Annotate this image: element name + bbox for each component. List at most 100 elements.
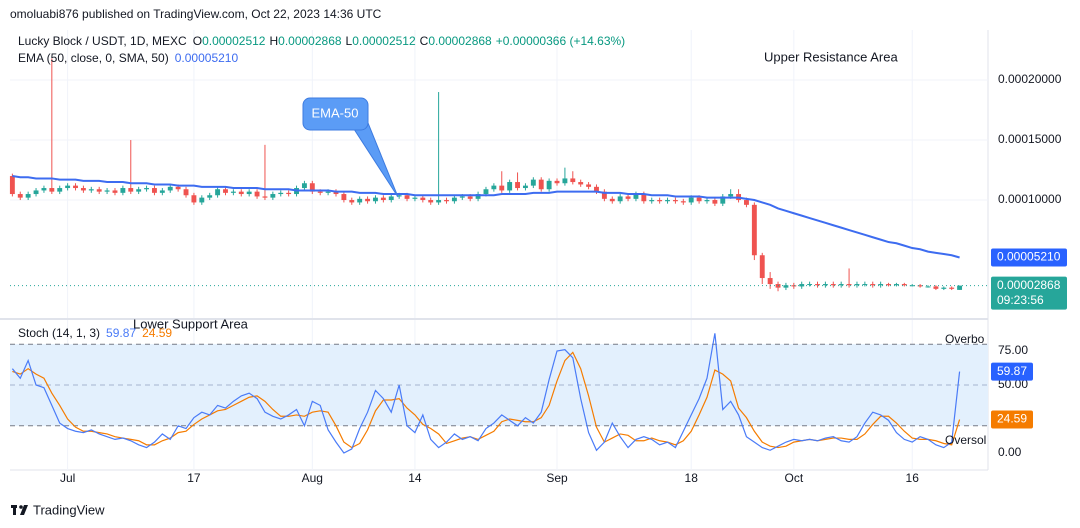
candle-body	[886, 284, 891, 286]
candle-body	[9, 176, 15, 195]
candle-body	[25, 194, 31, 198]
x-tick-label: Oct	[784, 471, 803, 485]
candle-body	[230, 191, 236, 193]
candle-body	[720, 196, 726, 204]
callout-box	[302, 97, 369, 131]
candle-body	[96, 189, 102, 192]
candle-body	[933, 286, 939, 289]
candle-body	[491, 185, 497, 190]
candle-body	[570, 178, 576, 183]
candle-body	[625, 196, 631, 199]
candle-body	[404, 195, 410, 199]
candle-body	[641, 194, 647, 202]
candle-body	[562, 178, 568, 184]
candle-body	[815, 284, 820, 286]
ema-badge	[991, 248, 1067, 267]
candle-body	[136, 189, 142, 192]
change-value: +0.00000366 (+14.63%)	[496, 34, 625, 48]
candle-body	[262, 196, 268, 198]
candle-body	[159, 190, 165, 193]
candle-body	[286, 192, 292, 195]
candle-body	[436, 200, 442, 203]
brand-name: TradingView	[33, 502, 105, 517]
candle-body	[104, 190, 110, 192]
candle-body	[41, 188, 47, 191]
y-tick-label: 50.00	[998, 377, 1028, 391]
y-tick-label: 75.00	[998, 343, 1028, 357]
ema-legend: EMA (50, close, 0, SMA, 50) 0.00005210	[18, 51, 238, 65]
countdown-text: 09:23:56	[997, 293, 1044, 307]
candle-body	[783, 285, 789, 288]
y-tick-label: 0.00010000	[998, 192, 1062, 206]
candle-body	[483, 189, 489, 195]
candle-body	[467, 196, 473, 199]
annotation: Overbo	[945, 332, 985, 346]
candle-body	[317, 191, 323, 193]
candle-body	[909, 285, 915, 287]
candle-body	[341, 194, 347, 201]
brand-logo	[11, 505, 28, 515]
candle-body	[586, 184, 592, 187]
candle-body	[633, 194, 639, 199]
candle-body	[428, 200, 434, 203]
candle-body	[515, 182, 520, 189]
candle-body	[152, 188, 157, 193]
ema-badge-text: 0.00005210	[997, 250, 1061, 264]
candle-body	[254, 191, 260, 197]
annotation: Lower Support Area	[133, 316, 249, 331]
candle-body	[704, 200, 710, 202]
candle-body	[846, 284, 852, 286]
y-tick-label: 0.00020000	[998, 72, 1062, 86]
stoch-badge	[991, 362, 1033, 381]
candle-body	[167, 186, 173, 191]
candle-body	[941, 287, 947, 289]
candle-body	[538, 179, 544, 190]
candle-body	[957, 285, 963, 290]
candle-body	[412, 197, 418, 199]
stoch-value: 24.59	[142, 326, 172, 340]
candle-body	[751, 204, 757, 256]
stoch-line	[11, 333, 961, 454]
candle-body	[270, 194, 276, 198]
candle-body	[475, 194, 481, 199]
stoch-badge-text: 24.59	[997, 412, 1027, 426]
candle-body	[822, 284, 828, 286]
price-badge	[991, 276, 1067, 310]
candle-body	[246, 191, 252, 195]
ohlc-value: 0.00002868	[428, 34, 492, 48]
candle-body	[649, 200, 655, 202]
candle-body	[128, 188, 134, 192]
candle-body	[365, 198, 371, 202]
stoch-legend: Stoch (14, 1, 3) 59.87 24.59	[18, 326, 172, 340]
candle-body	[728, 194, 734, 197]
annotation: Upper Resistance Area	[764, 49, 898, 64]
candle-body	[901, 284, 907, 286]
candle-body	[183, 189, 189, 196]
candle-body	[712, 200, 718, 204]
candle-body	[420, 197, 426, 201]
ema-name: EMA (50, close, 0, SMA, 50)	[18, 51, 169, 65]
x-tick-label: Sep	[546, 471, 568, 485]
candle-body	[807, 284, 813, 286]
candle-body	[530, 179, 536, 186]
candle-body	[175, 186, 181, 190]
candle-body	[893, 284, 899, 286]
symbol-legend: Lucky Block / USDT, 1D, MEXC O0.00002512 H…	[18, 34, 625, 48]
candle-body	[88, 189, 94, 191]
candle-body	[309, 183, 315, 192]
candle-body	[696, 197, 702, 202]
stoch-value: 59.87	[106, 326, 136, 340]
candle-body	[546, 180, 552, 190]
candle-body	[949, 287, 955, 289]
candle-body	[672, 200, 678, 202]
x-tick-label: Jul	[60, 471, 75, 485]
ohlc-value: 0.00002512	[352, 34, 416, 48]
candle-body	[120, 188, 126, 193]
candle-body	[688, 197, 694, 203]
y-tick-label: 0.00	[998, 445, 1022, 459]
candle-body	[333, 191, 339, 195]
published-line: omoluabi876 published on TradingView.com…	[10, 7, 382, 21]
ema-value: 0.00005210	[175, 51, 239, 65]
x-tick-label: 18	[685, 471, 699, 485]
